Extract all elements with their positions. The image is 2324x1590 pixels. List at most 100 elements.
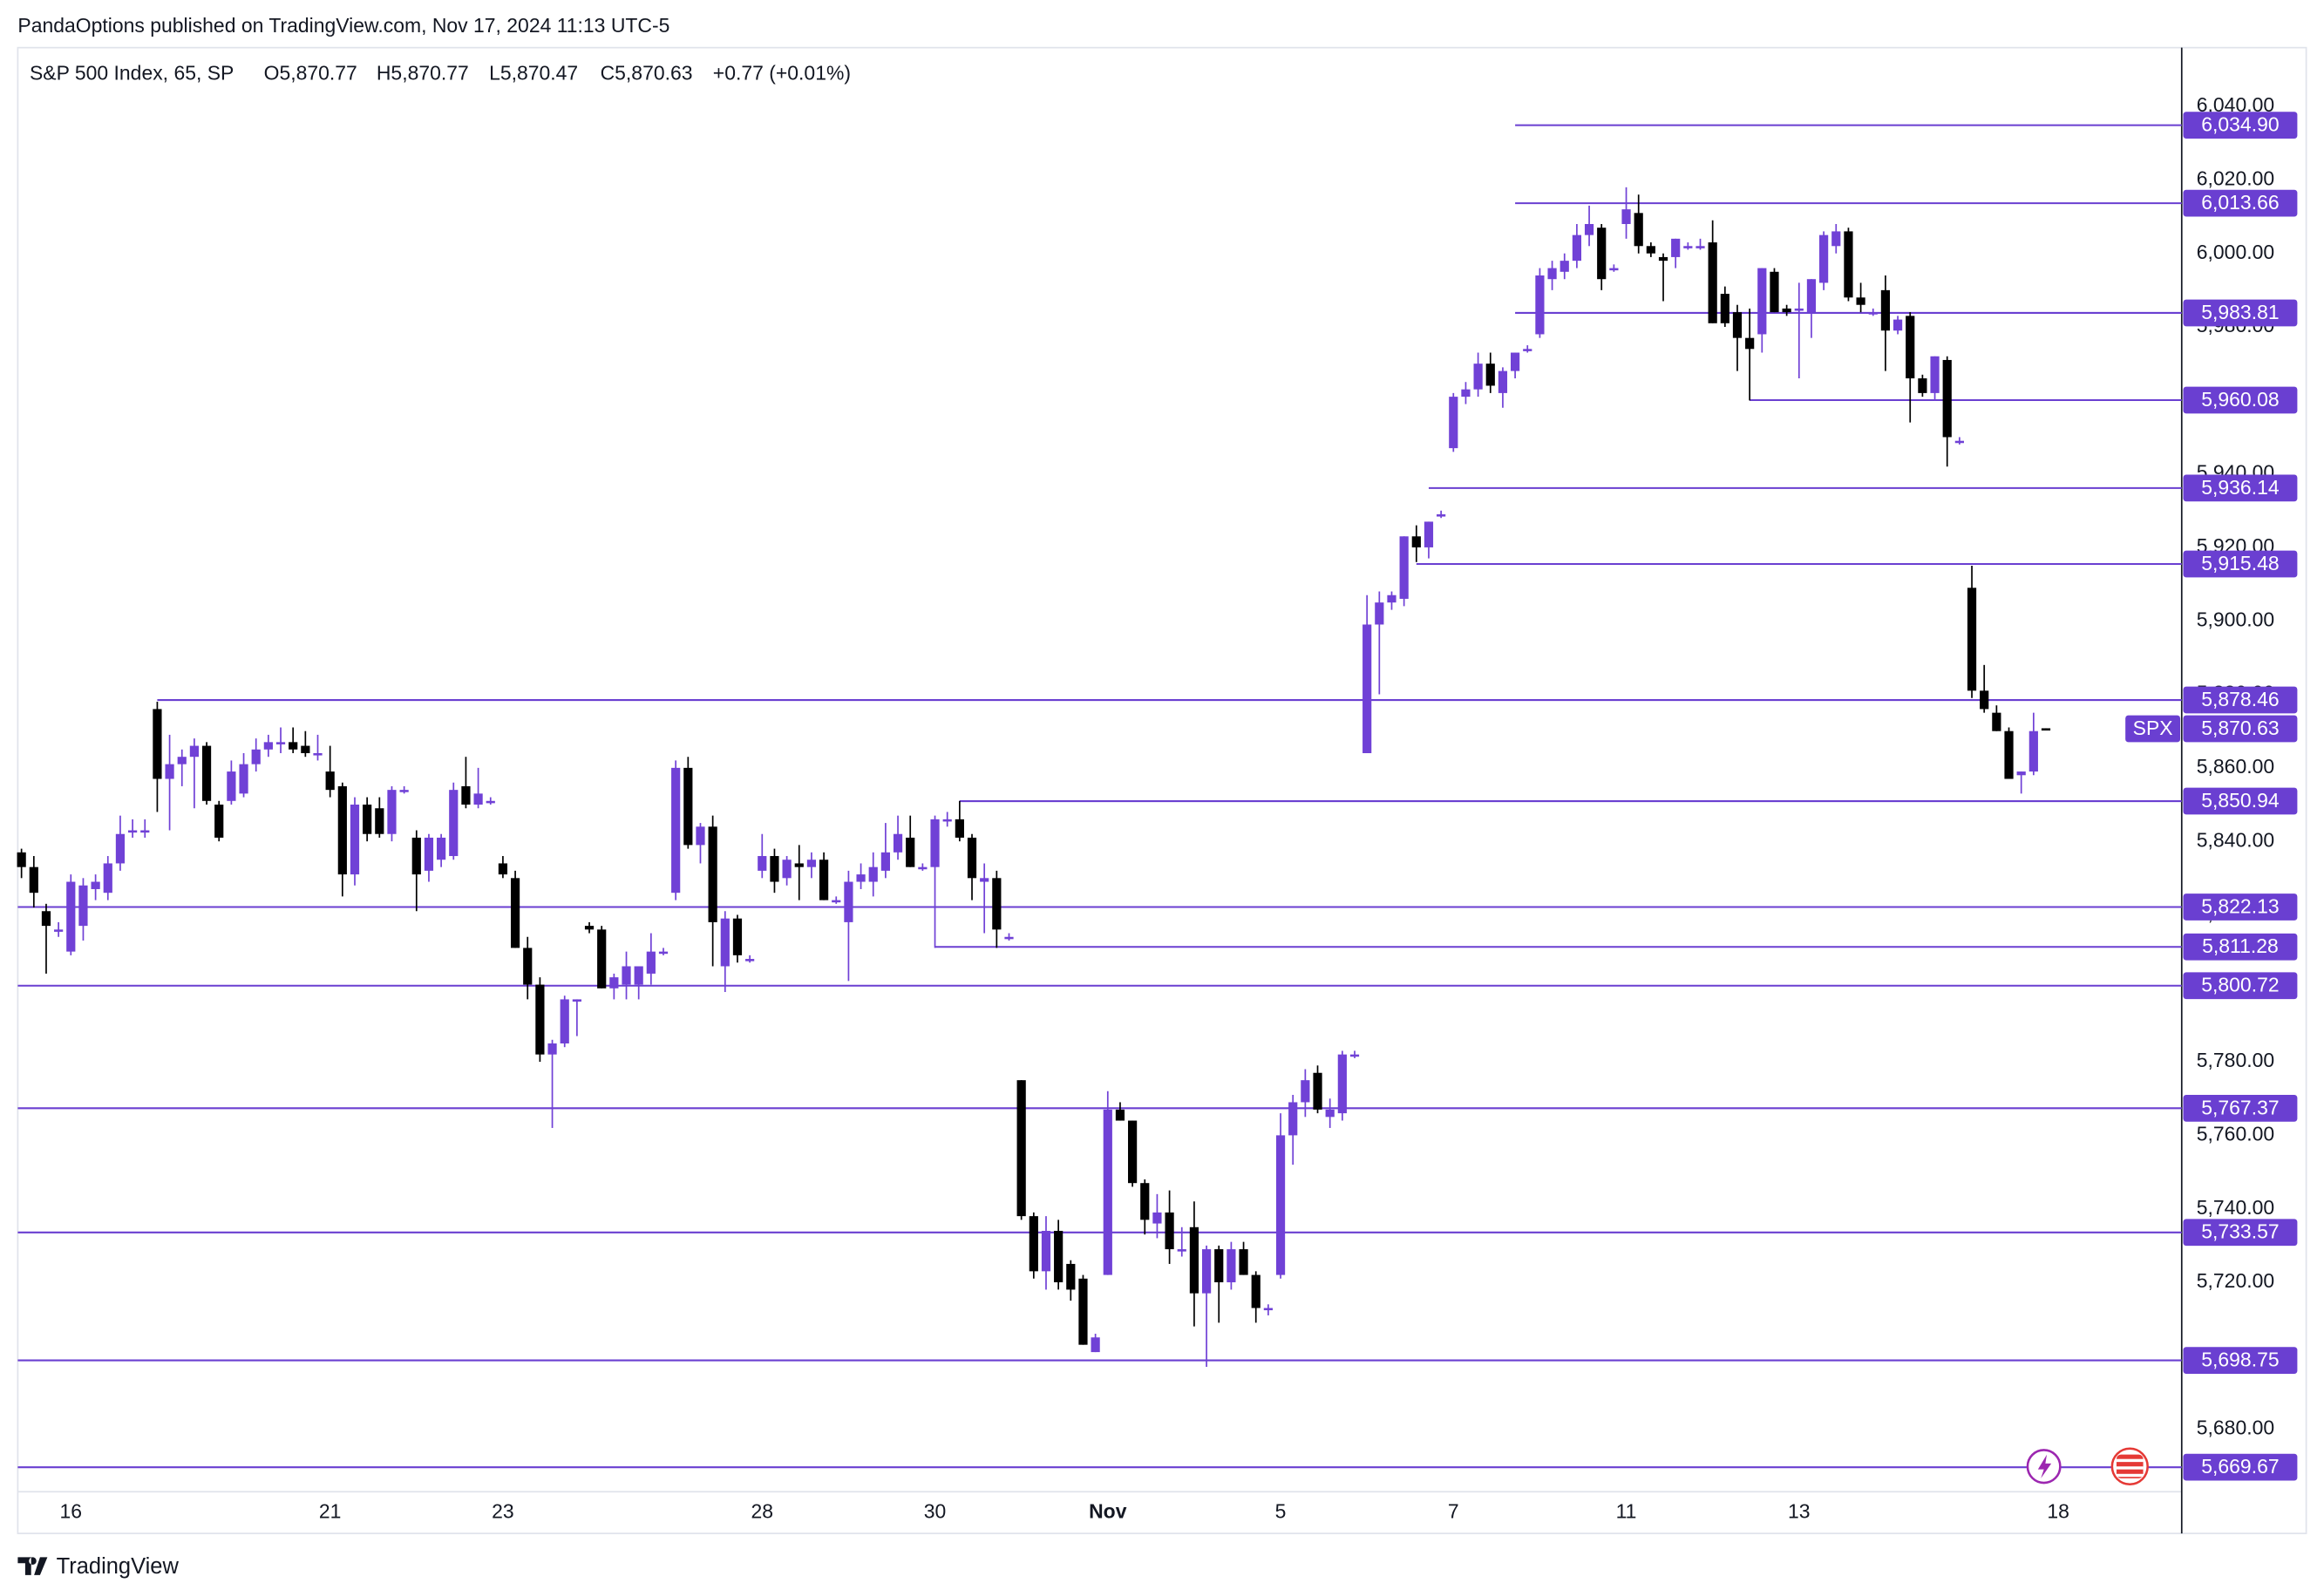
candle-body <box>387 790 397 834</box>
candle-body <box>363 805 372 834</box>
candle-body <box>794 863 804 867</box>
brand: TradingView <box>17 1554 179 1579</box>
candle-body <box>1375 602 1384 625</box>
candle-body <box>745 959 755 961</box>
level-label: 5,698.75 <box>2201 1348 2279 1370</box>
candle-body <box>239 764 248 794</box>
candle-body <box>177 757 187 764</box>
candle-body <box>1621 209 1631 224</box>
candle-body <box>189 745 200 758</box>
y-tick-label: 5,840.00 <box>2197 828 2274 851</box>
candle-body <box>1437 514 1446 517</box>
candle-body <box>856 874 866 882</box>
candle-body <box>1745 337 1755 350</box>
candle-body <box>1201 1249 1212 1294</box>
candle-body <box>337 785 347 875</box>
level-label: 5,983.81 <box>2201 301 2279 323</box>
candle-body <box>1683 246 1693 248</box>
candle-body <box>1560 261 1569 272</box>
level-label: 5,960.08 <box>2201 388 2279 411</box>
icons <box>2026 1447 2149 1486</box>
candle-body <box>78 885 88 927</box>
candle-body <box>930 819 940 867</box>
candle-body <box>868 866 878 882</box>
y-tick-label: 6,000.00 <box>2197 241 2274 263</box>
candle-body <box>658 951 669 955</box>
level-label-box <box>2183 299 2298 327</box>
level-label-box <box>2183 787 2298 815</box>
level-label-box <box>2183 686 2298 714</box>
candle-body <box>66 881 76 952</box>
candle-body <box>91 881 100 889</box>
candle-body <box>609 977 619 989</box>
candle-body <box>819 860 829 900</box>
x-tick-label: 30 <box>924 1499 947 1522</box>
candle-body <box>1498 370 1508 393</box>
candle-body <box>473 793 483 805</box>
candle-body <box>1103 1109 1112 1275</box>
legend-value: O5,870.77 <box>264 61 357 84</box>
flag-stripe <box>2116 1458 2144 1463</box>
candle-body <box>1177 1249 1186 1252</box>
legend-title: S&P 500 Index, 65, SP <box>30 61 234 84</box>
candle-body <box>880 852 891 871</box>
level-label: 5,733.57 <box>2201 1220 2279 1243</box>
candle-body <box>1992 712 2001 731</box>
candle-body <box>1313 1072 1322 1110</box>
candle-body <box>350 805 360 875</box>
level-label-box <box>2183 933 2298 961</box>
candle-body <box>1609 268 1619 271</box>
candle-body <box>1078 1278 1088 1345</box>
y-tick-label: 5,720.00 <box>2197 1269 2274 1292</box>
candle-body <box>1523 349 1532 351</box>
overlay: 5,680.005,700.005,720.005,740.005,760.00… <box>60 93 2298 1522</box>
flash-glyph <box>2037 1454 2052 1478</box>
candle-body <box>41 911 51 927</box>
candle-body <box>1424 521 1434 547</box>
candle-body <box>806 860 817 867</box>
candle-body <box>1708 242 1717 323</box>
candle-body <box>1301 1080 1310 1103</box>
candle-body <box>449 790 459 857</box>
candle-body <box>1547 268 1557 280</box>
candle-body <box>782 860 792 879</box>
x-tick-label: 11 <box>1616 1499 1637 1522</box>
candle-body <box>918 866 928 870</box>
candle-body <box>980 878 989 882</box>
candle-body <box>535 984 545 1055</box>
level-label-box <box>2183 894 2298 921</box>
candle-body <box>1016 1080 1026 1217</box>
candle-body <box>671 767 681 894</box>
candle-body <box>1806 279 1817 313</box>
candle-body <box>1646 246 1655 254</box>
candle-body <box>461 785 471 805</box>
candle-body <box>275 742 286 744</box>
y-tick-label: 5,760.00 <box>2197 1122 2274 1145</box>
candle-body <box>1227 1249 1236 1283</box>
candle-body <box>1041 1230 1051 1272</box>
candle-body <box>1337 1054 1347 1114</box>
candle-body <box>1362 624 1372 753</box>
flag-stripe <box>2116 1473 2144 1478</box>
candle-body <box>1349 1054 1360 1057</box>
candle-body <box>1868 312 1878 315</box>
candle-body <box>1892 319 1903 331</box>
candle-body <box>1732 312 1743 338</box>
candle-body <box>696 826 705 846</box>
candle-body <box>424 837 434 871</box>
candle-body <box>54 929 64 932</box>
candle-body <box>942 819 952 822</box>
candle-body <box>1485 364 1495 386</box>
candle-body <box>992 878 1002 930</box>
candle-body <box>523 948 533 985</box>
candle-body <box>1165 1212 1174 1250</box>
candle-body <box>572 999 581 1002</box>
candle-body <box>1819 234 1829 283</box>
candle-body <box>770 856 779 882</box>
candle-body <box>127 830 138 833</box>
x-tick-label: 28 <box>751 1499 774 1522</box>
x-tick-label: 13 <box>1788 1499 1811 1522</box>
